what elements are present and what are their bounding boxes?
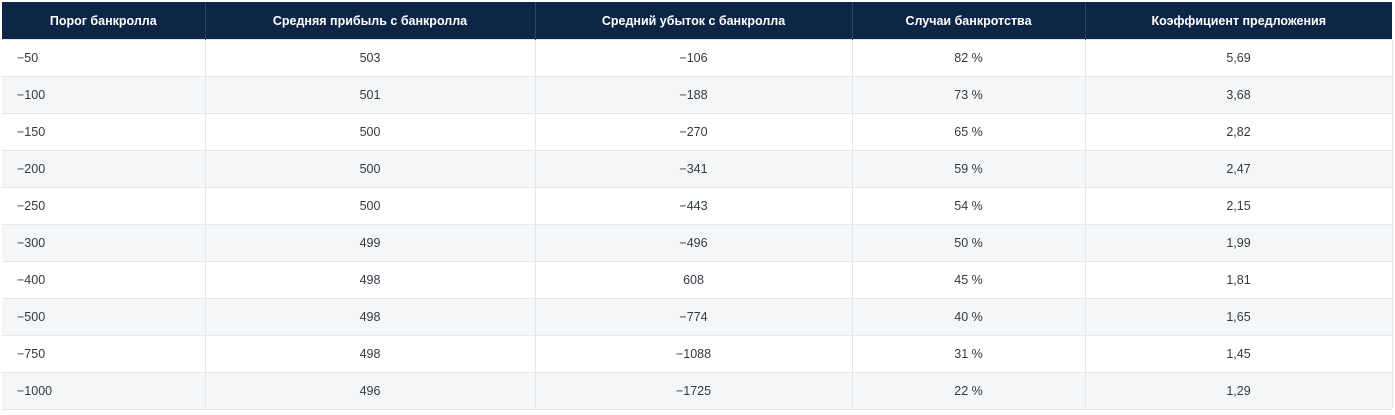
cell-bankruptcy-cases: 50 %: [852, 224, 1086, 262]
cell-avg-profit: 500: [205, 113, 536, 151]
table-row: −100 501 −188 73 % 3,68: [2, 76, 1393, 114]
cell-offer-ratio: 1,65: [1085, 298, 1393, 336]
cell-offer-ratio: 1,45: [1085, 335, 1393, 373]
cell-avg-loss: −270: [535, 113, 853, 151]
table-row: −750 498 −1088 31 % 1,45: [2, 335, 1393, 373]
cell-avg-profit: 499: [205, 224, 536, 262]
cell-avg-profit: 500: [205, 150, 536, 188]
cell-bankruptcy-cases: 40 %: [852, 298, 1086, 336]
cell-avg-loss: −774: [535, 298, 853, 336]
cell-offer-ratio: 3,68: [1085, 76, 1393, 114]
cell-offer-ratio: 2,47: [1085, 150, 1393, 188]
cell-avg-profit: 498: [205, 298, 536, 336]
cell-threshold: −200: [2, 150, 206, 188]
cell-avg-profit: 496: [205, 372, 536, 409]
cell-avg-loss: 608: [535, 261, 853, 299]
cell-avg-profit: 498: [205, 261, 536, 299]
header-avg-loss: Средний убыток с банкролла: [535, 2, 853, 40]
cell-threshold: −300: [2, 224, 206, 262]
table-row: −300 499 −496 50 % 1,99: [2, 224, 1393, 262]
cell-bankruptcy-cases: 22 %: [852, 372, 1086, 409]
cell-avg-loss: −1088: [535, 335, 853, 373]
cell-bankruptcy-cases: 73 %: [852, 76, 1086, 114]
cell-avg-profit: 503: [205, 39, 536, 77]
header-avg-profit: Средняя прибыль с банкролла: [205, 2, 536, 40]
cell-threshold: −100: [2, 76, 206, 114]
cell-avg-loss: −496: [535, 224, 853, 262]
cell-offer-ratio: 5,69: [1085, 39, 1393, 77]
cell-offer-ratio: 1,99: [1085, 224, 1393, 262]
cell-avg-profit: 501: [205, 76, 536, 114]
cell-offer-ratio: 2,82: [1085, 113, 1393, 151]
table-row: −50 503 −106 82 % 5,69: [2, 39, 1393, 77]
cell-avg-loss: −1725: [535, 372, 853, 409]
table-row: −200 500 −341 59 % 2,47: [2, 150, 1393, 188]
cell-threshold: −750: [2, 335, 206, 373]
header-threshold: Порог банкролла: [2, 2, 206, 40]
cell-bankruptcy-cases: 54 %: [852, 187, 1086, 225]
cell-avg-loss: −443: [535, 187, 853, 225]
cell-offer-ratio: 1,81: [1085, 261, 1393, 299]
table-body: −50 503 −106 82 % 5,69 −100 501 −188 73 …: [2, 39, 1393, 409]
table-row: −150 500 −270 65 % 2,82: [2, 113, 1393, 151]
cell-threshold: −50: [2, 39, 206, 77]
header-offer-ratio: Коэффициент предложения: [1085, 2, 1392, 40]
cell-bankruptcy-cases: 65 %: [852, 113, 1086, 151]
cell-threshold: −250: [2, 187, 206, 225]
header-row: Порог банкролла Средняя прибыль с банкро…: [2, 2, 1392, 40]
cell-avg-profit: 498: [205, 335, 536, 373]
table-row: −400 498 608 45 % 1,81: [2, 261, 1393, 299]
table-row: −250 500 −443 54 % 2,15: [2, 187, 1393, 225]
header-bankruptcy-cases: Случаи банкротства: [852, 2, 1086, 40]
table-row: −1000 496 −1725 22 % 1,29: [2, 372, 1393, 409]
cell-bankruptcy-cases: 45 %: [852, 261, 1086, 299]
cell-bankruptcy-cases: 59 %: [852, 150, 1086, 188]
table-row: −500 498 −774 40 % 1,65: [2, 298, 1393, 336]
cell-threshold: −400: [2, 261, 206, 299]
table-header: Порог банкролла Средняя прибыль с банкро…: [2, 2, 1392, 40]
bankroll-table: Порог банкролла Средняя прибыль с банкро…: [2, 2, 1393, 409]
cell-avg-loss: −106: [535, 39, 853, 77]
cell-offer-ratio: 2,15: [1085, 187, 1393, 225]
cell-avg-profit: 500: [205, 187, 536, 225]
cell-avg-loss: −188: [535, 76, 853, 114]
cell-offer-ratio: 1,29: [1085, 372, 1393, 409]
cell-bankruptcy-cases: 31 %: [852, 335, 1086, 373]
cell-bankruptcy-cases: 82 %: [852, 39, 1086, 77]
cell-threshold: −500: [2, 298, 206, 336]
cell-avg-loss: −341: [535, 150, 853, 188]
cell-threshold: −1000: [2, 372, 206, 409]
cell-threshold: −150: [2, 113, 206, 151]
